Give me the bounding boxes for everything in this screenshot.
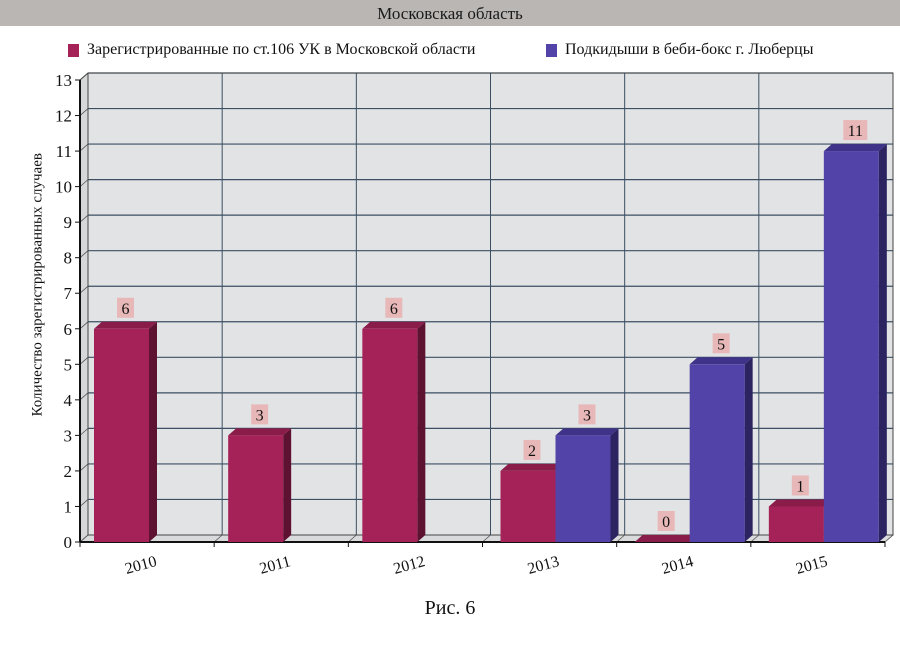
gridline-side	[79, 463, 89, 472]
gridline-side	[79, 250, 89, 258]
data-label: 5	[717, 336, 725, 353]
y-tick-label: 0	[64, 533, 73, 552]
gridline-side	[79, 108, 89, 116]
data-label-bg	[117, 297, 134, 318]
y-tick-label: 5	[64, 355, 73, 374]
data-label-bg	[578, 404, 596, 425]
y-tick-label: 9	[64, 213, 73, 232]
floor-divider	[750, 534, 760, 543]
data-label-bg	[657, 511, 675, 531]
x-tick-label: 2010	[123, 553, 158, 578]
floor-divider	[79, 534, 89, 543]
gridline-side	[79, 357, 89, 365]
plot-frame	[87, 72, 894, 536]
y-tick-label: 1	[64, 497, 73, 516]
x-tick-label: 2012	[392, 553, 427, 578]
bar-s1-2011	[228, 428, 292, 542]
gridline-side	[79, 179, 89, 187]
y-tick-label: 8	[64, 249, 73, 268]
bar-s2-2014	[689, 357, 753, 542]
legend-swatch-registered-icon	[68, 43, 79, 57]
data-label: 3	[583, 407, 591, 424]
y-tick-label: 10	[55, 178, 72, 197]
x-tick-label: 2013	[526, 553, 561, 578]
data-label-bg	[251, 404, 269, 425]
y-tick-label: 13	[55, 71, 72, 90]
gridline-side	[79, 428, 89, 436]
figure-caption: Рис. 6	[424, 597, 476, 619]
bar-s1-2014	[634, 535, 698, 542]
y-tick-label: 2	[64, 462, 73, 481]
y-tick-label: 11	[56, 142, 72, 161]
chart-title: Московская область	[377, 4, 523, 23]
legend-label-babybox: Подкидыши в беби-бокс г. Люберцы	[565, 41, 814, 58]
y-tick-label: 7	[64, 284, 73, 303]
chart-title-bar: Московская область	[0, 0, 900, 26]
y-tick-label: 12	[55, 107, 72, 126]
bar-s2-2015	[823, 144, 887, 543]
legend-item-registered: Зарегистрированные по ст.106 УК в Москов…	[68, 41, 475, 59]
data-label-bg	[791, 475, 809, 496]
floor-divider	[482, 534, 491, 543]
gridline-side	[79, 321, 89, 330]
gridline-side	[79, 499, 89, 507]
data-label: 6	[390, 301, 398, 318]
data-label-bg	[523, 439, 541, 460]
gridline-side	[79, 143, 89, 152]
bar-s2-2013	[555, 428, 619, 542]
legend-swatch-babybox-icon	[546, 43, 557, 57]
data-label: 6	[122, 301, 130, 318]
legend-label-registered: Зарегистрированные по ст.106 УК в Москов…	[87, 41, 476, 58]
y-tick-label: 4	[64, 391, 73, 410]
legend-item-babybox: Подкидыши в беби-бокс г. Люберцы	[546, 41, 813, 59]
floor-divider	[213, 534, 223, 543]
data-label: 11	[848, 123, 863, 140]
x-tick-label: 2011	[258, 553, 293, 578]
legend: Зарегистрированные по ст.106 УК в Москов…	[0, 41, 900, 63]
bar-s1-2015	[768, 499, 832, 542]
floor-divider	[616, 534, 625, 543]
data-label: 2	[528, 443, 536, 460]
axis-top-edge	[79, 72, 89, 81]
floor-divider	[348, 534, 357, 543]
x-tick-label: 2015	[794, 553, 829, 578]
gridline-side	[79, 214, 89, 223]
x-tick-label: 2014	[660, 553, 695, 578]
bar-s1-2012	[362, 321, 426, 542]
gridline-side	[79, 285, 89, 294]
data-label: 3	[256, 407, 264, 424]
data-label: 0	[662, 514, 670, 531]
data-label: 1	[796, 478, 804, 495]
bar-s1-2010	[94, 321, 157, 542]
data-label-bg	[843, 120, 868, 141]
gridline-side	[79, 392, 89, 401]
y-tick-label: 6	[64, 320, 73, 339]
floor-divider	[884, 534, 894, 543]
data-label-bg	[712, 333, 730, 354]
data-label-bg	[385, 297, 403, 318]
bar-s1-2013	[500, 463, 564, 542]
plot-side-wall	[80, 73, 88, 542]
y-tick-label: 3	[64, 426, 73, 445]
